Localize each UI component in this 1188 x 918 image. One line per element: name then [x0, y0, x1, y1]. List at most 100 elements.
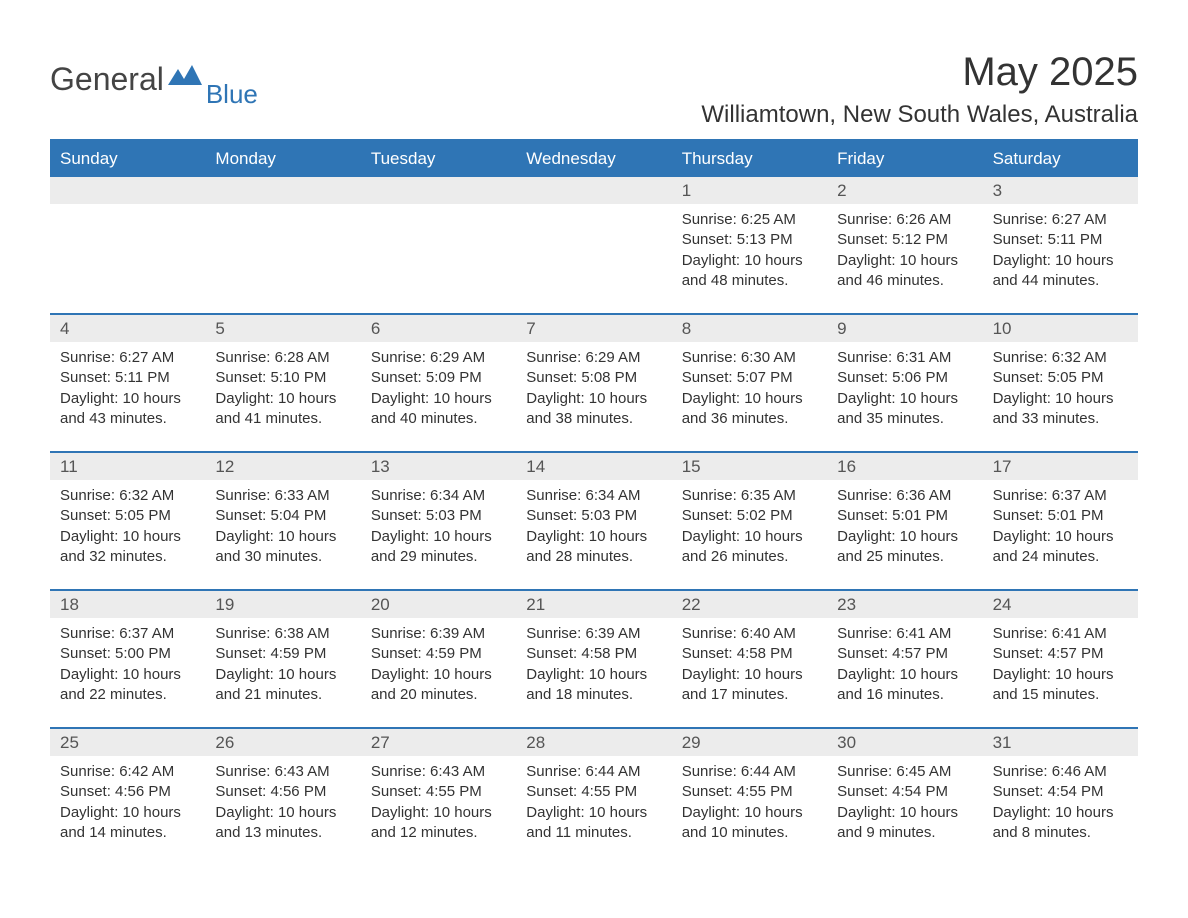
daylight-line: Daylight: 10 hours and 20 minutes. [371, 665, 506, 706]
date-number: 26 [205, 729, 360, 756]
sunrise-line: Sunrise: 6:28 AM [215, 348, 350, 368]
day-cell: Sunrise: 6:30 AMSunset: 5:07 PMDaylight:… [672, 342, 827, 451]
daylight-line: Daylight: 10 hours and 40 minutes. [371, 389, 506, 430]
day-cell: Sunrise: 6:34 AMSunset: 5:03 PMDaylight:… [516, 480, 671, 589]
sunset-line: Sunset: 5:03 PM [526, 506, 661, 526]
daylight-line: Daylight: 10 hours and 48 minutes. [682, 251, 817, 292]
date-bar: 18192021222324 [50, 591, 1138, 618]
day-cell: Sunrise: 6:29 AMSunset: 5:09 PMDaylight:… [361, 342, 516, 451]
sunrise-line: Sunrise: 6:40 AM [682, 624, 817, 644]
day-header: Sunday [50, 141, 205, 177]
daylight-line: Daylight: 10 hours and 21 minutes. [215, 665, 350, 706]
sunset-line: Sunset: 4:54 PM [993, 782, 1128, 802]
sunset-line: Sunset: 5:02 PM [682, 506, 817, 526]
date-number: 16 [827, 453, 982, 480]
sunset-line: Sunset: 5:10 PM [215, 368, 350, 388]
date-number [50, 177, 205, 204]
sunset-line: Sunset: 5:12 PM [837, 230, 972, 250]
daylight-line: Daylight: 10 hours and 29 minutes. [371, 527, 506, 568]
sunset-line: Sunset: 4:59 PM [371, 644, 506, 664]
sunrise-line: Sunrise: 6:29 AM [371, 348, 506, 368]
sunrise-line: Sunrise: 6:43 AM [215, 762, 350, 782]
day-cell: Sunrise: 6:39 AMSunset: 4:58 PMDaylight:… [516, 618, 671, 727]
date-number: 9 [827, 315, 982, 342]
daylight-line: Daylight: 10 hours and 28 minutes. [526, 527, 661, 568]
date-number: 27 [361, 729, 516, 756]
daylight-line: Daylight: 10 hours and 26 minutes. [682, 527, 817, 568]
sunrise-line: Sunrise: 6:36 AM [837, 486, 972, 506]
day-header: Friday [827, 141, 982, 177]
date-number: 25 [50, 729, 205, 756]
day-cell: Sunrise: 6:45 AMSunset: 4:54 PMDaylight:… [827, 756, 982, 865]
day-header: Monday [205, 141, 360, 177]
date-number: 10 [983, 315, 1138, 342]
day-cell: Sunrise: 6:44 AMSunset: 4:55 PMDaylight:… [516, 756, 671, 865]
day-cell: Sunrise: 6:43 AMSunset: 4:55 PMDaylight:… [361, 756, 516, 865]
date-number: 12 [205, 453, 360, 480]
sunset-line: Sunset: 5:05 PM [60, 506, 195, 526]
date-number: 17 [983, 453, 1138, 480]
date-number: 23 [827, 591, 982, 618]
sunrise-line: Sunrise: 6:25 AM [682, 210, 817, 230]
date-number: 22 [672, 591, 827, 618]
date-number [516, 177, 671, 204]
day-cell: Sunrise: 6:40 AMSunset: 4:58 PMDaylight:… [672, 618, 827, 727]
daylight-line: Daylight: 10 hours and 43 minutes. [60, 389, 195, 430]
sunset-line: Sunset: 4:55 PM [371, 782, 506, 802]
date-number: 5 [205, 315, 360, 342]
sunrise-line: Sunrise: 6:34 AM [526, 486, 661, 506]
logo: General Blue [50, 63, 258, 95]
sunset-line: Sunset: 4:57 PM [837, 644, 972, 664]
daylight-line: Daylight: 10 hours and 22 minutes. [60, 665, 195, 706]
week-cells: Sunrise: 6:27 AMSunset: 5:11 PMDaylight:… [50, 342, 1138, 451]
sunrise-line: Sunrise: 6:33 AM [215, 486, 350, 506]
sunset-line: Sunset: 5:01 PM [837, 506, 972, 526]
sunset-line: Sunset: 5:13 PM [682, 230, 817, 250]
daylight-line: Daylight: 10 hours and 10 minutes. [682, 803, 817, 844]
sunrise-line: Sunrise: 6:32 AM [993, 348, 1128, 368]
sunrise-line: Sunrise: 6:44 AM [526, 762, 661, 782]
day-header: Thursday [672, 141, 827, 177]
date-number: 24 [983, 591, 1138, 618]
daylight-line: Daylight: 10 hours and 30 minutes. [215, 527, 350, 568]
day-cell: Sunrise: 6:29 AMSunset: 5:08 PMDaylight:… [516, 342, 671, 451]
sunrise-line: Sunrise: 6:29 AM [526, 348, 661, 368]
day-cell: Sunrise: 6:28 AMSunset: 5:10 PMDaylight:… [205, 342, 360, 451]
day-cell: Sunrise: 6:25 AMSunset: 5:13 PMDaylight:… [672, 204, 827, 313]
day-cell: Sunrise: 6:36 AMSunset: 5:01 PMDaylight:… [827, 480, 982, 589]
sunset-line: Sunset: 4:57 PM [993, 644, 1128, 664]
date-number: 29 [672, 729, 827, 756]
day-cell: Sunrise: 6:31 AMSunset: 5:06 PMDaylight:… [827, 342, 982, 451]
sunset-line: Sunset: 4:58 PM [682, 644, 817, 664]
date-number: 7 [516, 315, 671, 342]
date-number: 3 [983, 177, 1138, 204]
day-cell: Sunrise: 6:33 AMSunset: 5:04 PMDaylight:… [205, 480, 360, 589]
daylight-line: Daylight: 10 hours and 41 minutes. [215, 389, 350, 430]
date-number: 18 [50, 591, 205, 618]
day-cell [205, 204, 360, 313]
sunset-line: Sunset: 5:11 PM [993, 230, 1128, 250]
week-row: 11121314151617Sunrise: 6:32 AMSunset: 5:… [50, 451, 1138, 589]
day-cell: Sunrise: 6:26 AMSunset: 5:12 PMDaylight:… [827, 204, 982, 313]
day-header: Tuesday [361, 141, 516, 177]
date-number [205, 177, 360, 204]
daylight-line: Daylight: 10 hours and 44 minutes. [993, 251, 1128, 292]
day-cell [50, 204, 205, 313]
day-header: Saturday [983, 141, 1138, 177]
date-number: 1 [672, 177, 827, 204]
sunrise-line: Sunrise: 6:41 AM [837, 624, 972, 644]
week-cells: Sunrise: 6:42 AMSunset: 4:56 PMDaylight:… [50, 756, 1138, 865]
daylight-line: Daylight: 10 hours and 11 minutes. [526, 803, 661, 844]
day-cell: Sunrise: 6:41 AMSunset: 4:57 PMDaylight:… [983, 618, 1138, 727]
sunrise-line: Sunrise: 6:45 AM [837, 762, 972, 782]
date-number: 21 [516, 591, 671, 618]
date-bar: 11121314151617 [50, 453, 1138, 480]
daylight-line: Daylight: 10 hours and 16 minutes. [837, 665, 972, 706]
daylight-line: Daylight: 10 hours and 17 minutes. [682, 665, 817, 706]
sunrise-line: Sunrise: 6:35 AM [682, 486, 817, 506]
day-cell: Sunrise: 6:34 AMSunset: 5:03 PMDaylight:… [361, 480, 516, 589]
sunset-line: Sunset: 5:01 PM [993, 506, 1128, 526]
sunrise-line: Sunrise: 6:46 AM [993, 762, 1128, 782]
daylight-line: Daylight: 10 hours and 14 minutes. [60, 803, 195, 844]
daylight-line: Daylight: 10 hours and 8 minutes. [993, 803, 1128, 844]
